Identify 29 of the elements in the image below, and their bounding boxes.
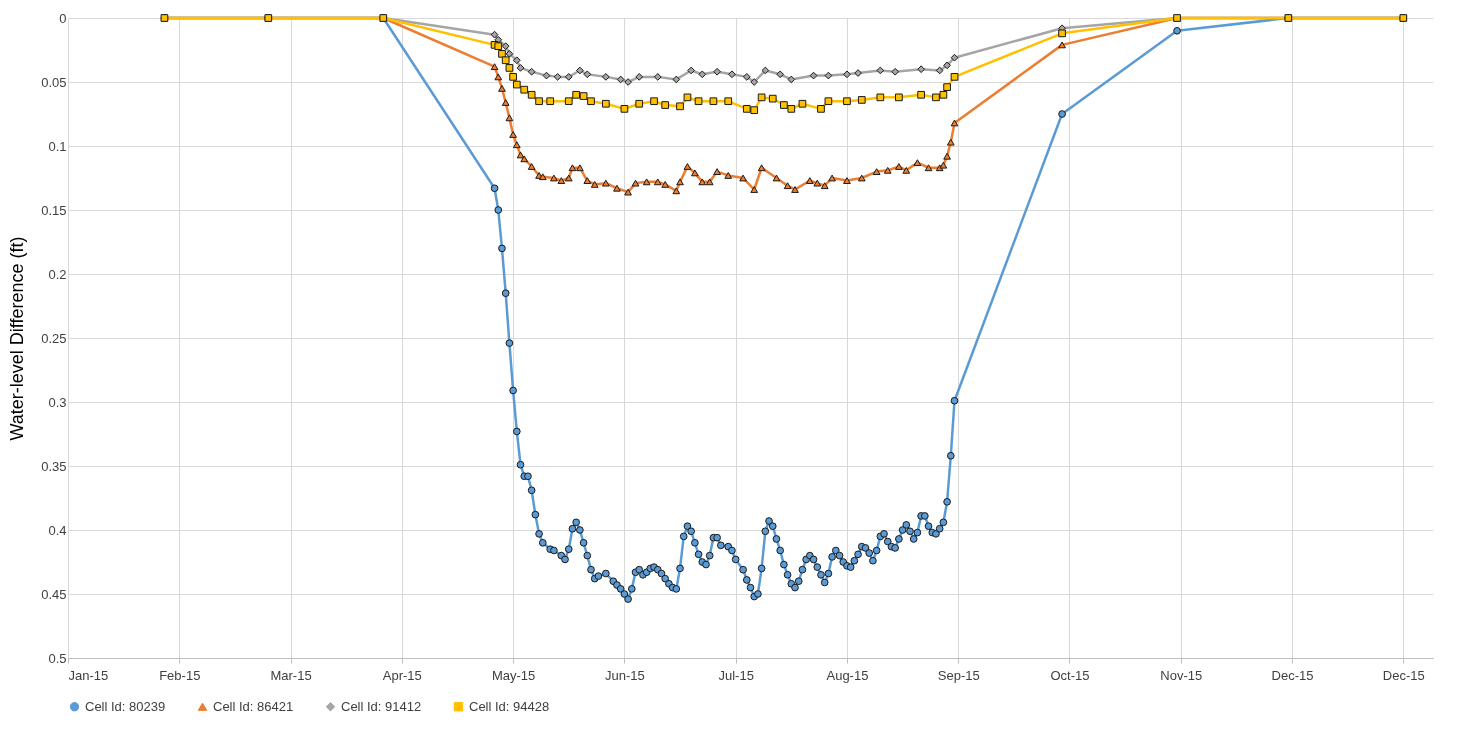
x-tick-label: Oct-15 <box>1050 667 1090 683</box>
y-tick-label: 0.1 <box>48 138 67 154</box>
y-tick-label: 0 <box>59 10 67 26</box>
x-tick-label: Sep-15 <box>937 667 980 683</box>
legend-label: Cell Id: 91412 <box>341 698 422 714</box>
x-tick-label: Dec-15 <box>1382 667 1425 683</box>
x-tick-label: Dec-15 <box>1271 667 1314 683</box>
x-tick-label: Apr-15 <box>382 667 422 683</box>
y-axis-title: Water-level Difference (ft) <box>7 236 28 441</box>
y-tick-label: 0.2 <box>48 266 67 282</box>
x-tick-label: Jun-15 <box>605 667 645 683</box>
x-tick-label: May-15 <box>491 667 536 683</box>
legend-label: Cell Id: 86421 <box>213 698 294 714</box>
x-tick-label: Jan-15 <box>68 667 109 683</box>
legend-label: Cell Id: 94428 <box>469 698 550 714</box>
legend-label: Cell Id: 80239 <box>85 698 166 714</box>
y-tick-label: 0.3 <box>48 394 67 410</box>
y-tick-label: 0.15 <box>41 202 67 218</box>
y-tick-label: 0.35 <box>41 458 67 474</box>
x-tick-label: Nov-15 <box>1160 667 1203 683</box>
y-tick-label: 0.05 <box>41 74 67 90</box>
y-tick-label: 0.45 <box>41 586 67 602</box>
y-tick-label: 0.25 <box>41 330 67 346</box>
x-tick-label: Jul-15 <box>718 667 754 683</box>
y-tick-label: 0.4 <box>48 522 67 538</box>
x-tick-label: Mar-15 <box>270 667 312 683</box>
x-tick-label: Aug-15 <box>826 667 869 683</box>
y-tick-label: 0.5 <box>48 650 67 666</box>
x-tick-label: Feb-15 <box>159 667 201 683</box>
